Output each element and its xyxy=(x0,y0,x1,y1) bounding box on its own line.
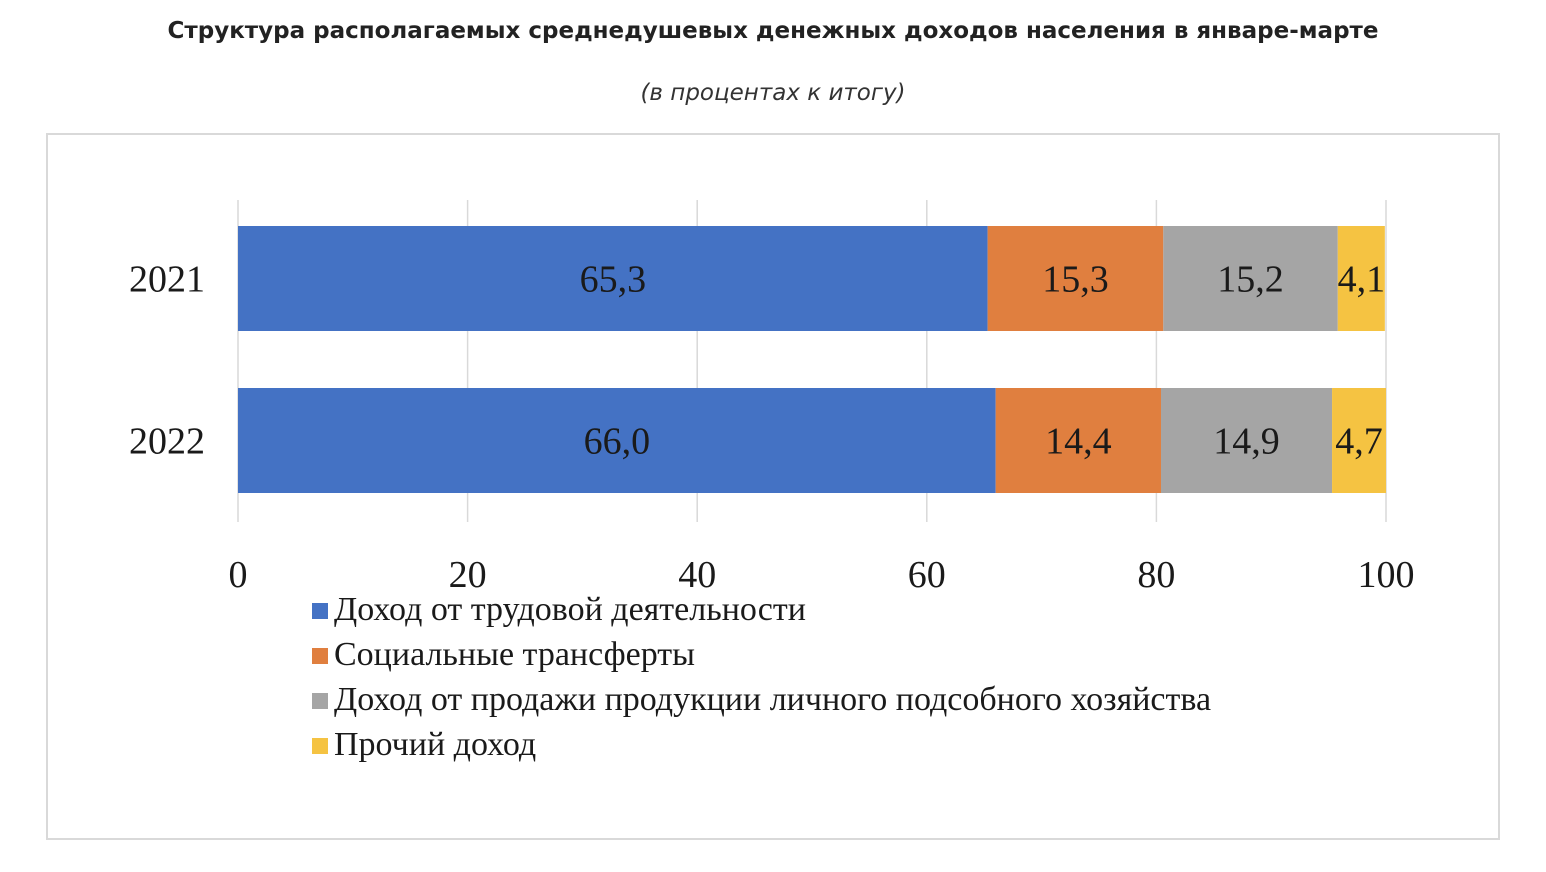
data-label-2022-1: 14,4 xyxy=(1045,421,1112,463)
x-tick-label-3: 60 xyxy=(908,554,946,596)
bar-segment-2021-3 xyxy=(1337,226,1385,331)
data-label-2021-0: 65,3 xyxy=(580,259,647,301)
data-label-2021-3: 4,1 xyxy=(1338,259,1386,301)
legend-label-2: Доход от продажи продукции личного подсо… xyxy=(334,681,1211,718)
chart-title: Структура располагаемых среднедушевых де… xyxy=(167,18,1379,44)
data-label-2022-0: 66,0 xyxy=(584,421,651,463)
legend-swatch-2 xyxy=(312,693,328,709)
x-tick-label-5: 100 xyxy=(1358,554,1415,596)
legend-swatch-0 xyxy=(312,603,328,619)
chart-subtitle: (в процентах к итогу) xyxy=(640,80,906,106)
category-label-2022: 2022 xyxy=(129,421,205,463)
legend-label-0: Доход от трудовой деятельности xyxy=(334,591,806,628)
legend-swatch-3 xyxy=(312,738,328,754)
data-label-2021-2: 15,2 xyxy=(1217,259,1284,301)
data-label-2021-1: 15,3 xyxy=(1042,259,1109,301)
category-label-2021: 2021 xyxy=(129,259,205,301)
legend-label-1: Социальные трансферты xyxy=(334,636,695,673)
bar-segment-2022-3 xyxy=(1332,388,1386,493)
data-label-2022-2: 14,9 xyxy=(1213,421,1280,463)
bar-segment-2021-0 xyxy=(238,226,988,331)
x-tick-label-4: 80 xyxy=(1137,554,1175,596)
bar-segment-2022-0 xyxy=(238,388,996,493)
x-tick-label-1: 20 xyxy=(449,554,487,596)
data-label-2022-3: 4,7 xyxy=(1335,421,1383,463)
x-tick-label-0: 0 xyxy=(229,554,248,596)
legend-swatch-1 xyxy=(312,648,328,664)
x-tick-label-2: 40 xyxy=(678,554,716,596)
legend-label-3: Прочий доход xyxy=(334,726,536,763)
bar-segment-2022-1 xyxy=(995,388,1161,493)
bar-segment-2022-2 xyxy=(1160,388,1333,493)
bar-segment-2021-1 xyxy=(987,226,1164,331)
bar-segment-2021-2 xyxy=(1163,226,1338,331)
